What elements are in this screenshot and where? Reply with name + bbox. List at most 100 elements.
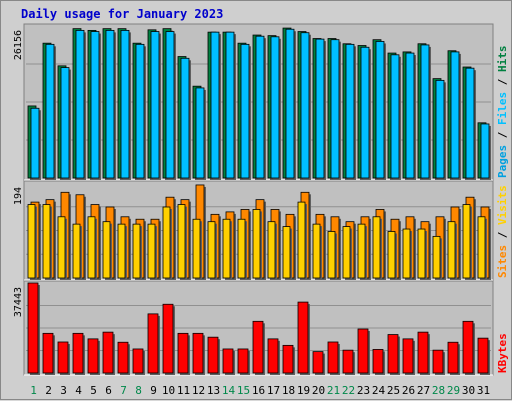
bar-kbytes-7 <box>117 341 129 374</box>
bar-kbytes-23 <box>357 328 369 374</box>
bar-kbytes-14 <box>222 348 234 374</box>
bar-kbytes-2 <box>42 332 54 374</box>
bar-kbytes-17 <box>267 338 279 374</box>
bar-visits-23 <box>357 223 366 279</box>
bar-files-27 <box>420 44 430 179</box>
x-tick-label-12: 12 <box>192 384 205 397</box>
bar-visits-14 <box>222 218 231 279</box>
bar-visits-1 <box>27 204 36 279</box>
bar-files-9 <box>150 31 160 179</box>
bar-files-14 <box>225 31 235 179</box>
bar-files-8 <box>135 43 145 179</box>
bar-kbytes-16 <box>252 320 264 374</box>
bar-kbytes-1 <box>27 282 39 374</box>
max-label-kbytes: 37443 <box>13 287 24 317</box>
x-tick-label-4: 4 <box>75 384 82 397</box>
bar-files-18 <box>285 28 295 179</box>
bar-visits-12 <box>192 218 201 279</box>
x-tick-label-23: 23 <box>357 384 370 397</box>
bar-visits-20 <box>312 223 321 279</box>
x-tick-label-27: 27 <box>417 384 430 397</box>
bar-visits-11 <box>177 204 186 279</box>
bar-visits-30 <box>462 204 471 279</box>
bar-files-21 <box>330 39 340 179</box>
x-tick-label-28: 28 <box>432 384 445 397</box>
bar-files-2 <box>45 43 55 179</box>
bar-files-15 <box>240 43 250 179</box>
bar-visits-27 <box>417 228 426 279</box>
bar-files-30 <box>465 67 475 179</box>
bar-visits-13 <box>207 221 216 279</box>
bar-files-1 <box>30 107 40 179</box>
bar-visits-19 <box>297 201 306 279</box>
bar-kbytes-8 <box>132 348 144 374</box>
bar-visits-10 <box>162 206 171 279</box>
bar-files-13 <box>210 31 220 179</box>
bar-visits-28 <box>432 235 441 279</box>
x-tick-label-18: 18 <box>282 384 295 397</box>
bar-kbytes-15 <box>237 348 249 374</box>
bar-kbytes-29 <box>447 341 459 374</box>
bar-visits-5 <box>87 216 96 279</box>
bar-visits-29 <box>447 221 456 279</box>
bar-visits-22 <box>342 226 351 279</box>
bar-visits-17 <box>267 221 276 279</box>
bar-files-28 <box>435 79 445 179</box>
bar-files-17 <box>270 36 280 179</box>
x-tick-label-6: 6 <box>105 384 112 397</box>
bar-files-19 <box>300 32 310 179</box>
bar-files-23 <box>360 46 370 179</box>
bar-visits-4 <box>72 223 81 279</box>
bar-files-5 <box>90 31 100 179</box>
bar-kbytes-30 <box>462 320 474 374</box>
x-tick-label-9: 9 <box>150 384 157 397</box>
bar-visits-31 <box>477 216 486 279</box>
legend-kbytes: KBytes <box>496 333 509 373</box>
bar-visits-26 <box>402 228 411 279</box>
bar-kbytes-11 <box>177 332 189 374</box>
x-tick-label-14: 14 <box>222 384 236 397</box>
bar-files-29 <box>450 51 460 179</box>
legend-item-sites: Sites <box>496 245 509 278</box>
max-label-hits-files-pages: 26156 <box>13 30 24 60</box>
bar-visits-18 <box>282 226 291 279</box>
bar-kbytes-18 <box>282 344 294 374</box>
x-tick-label-22: 22 <box>342 384 355 397</box>
bar-kbytes-10 <box>162 303 174 374</box>
bar-kbytes-21 <box>327 341 339 374</box>
legend-hits-files-pages: Pages / Files / Hits <box>496 46 509 179</box>
bar-kbytes-27 <box>417 331 429 374</box>
x-tick-label-11: 11 <box>177 384 190 397</box>
x-tick-label-8: 8 <box>135 384 142 397</box>
x-tick-label-2: 2 <box>45 384 52 397</box>
bar-files-24 <box>375 41 385 179</box>
bar-files-20 <box>315 38 325 179</box>
bar-kbytes-12 <box>192 332 204 374</box>
bar-visits-7 <box>117 223 126 279</box>
bar-files-16 <box>255 35 265 179</box>
x-tick-label-31: 31 <box>477 384 490 397</box>
bar-kbytes-9 <box>147 313 159 374</box>
x-tick-label-19: 19 <box>297 384 310 397</box>
legend-item-visits: Visits <box>496 185 509 225</box>
bar-files-7 <box>120 29 130 179</box>
bar-kbytes-13 <box>207 336 219 374</box>
bar-files-6 <box>105 29 115 179</box>
bar-kbytes-6 <box>102 331 114 374</box>
legend-visits-sites: Sites / Visits <box>496 185 509 278</box>
bar-kbytes-20 <box>312 351 324 374</box>
bar-kbytes-22 <box>342 349 354 374</box>
bar-kbytes-26 <box>402 338 414 374</box>
bar-visits-2 <box>42 204 51 279</box>
bar-files-25 <box>390 54 400 179</box>
x-tick-label-24: 24 <box>372 384 386 397</box>
x-tick-label-7: 7 <box>120 384 127 397</box>
x-tick-label-17: 17 <box>267 384 280 397</box>
bar-visits-21 <box>327 231 336 279</box>
bar-kbytes-25 <box>387 334 399 374</box>
bar-kbytes-19 <box>297 301 309 374</box>
bar-visits-9 <box>147 223 156 279</box>
legend-item-pages: Pages <box>496 145 509 178</box>
bar-visits-25 <box>387 231 396 279</box>
